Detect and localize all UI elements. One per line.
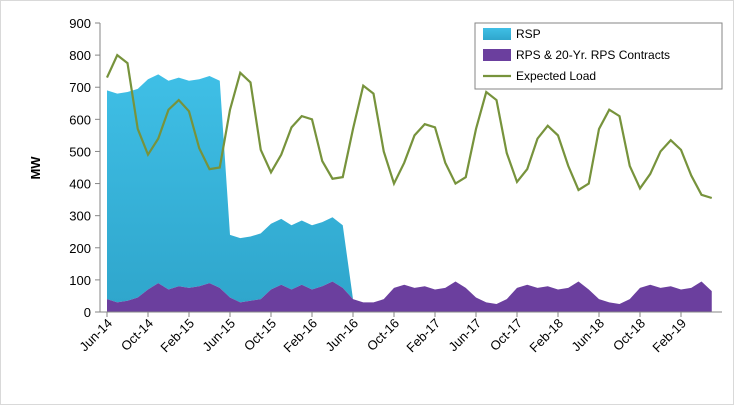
y-tick-label: 800 <box>69 48 91 63</box>
legend-swatch <box>483 49 511 61</box>
y-axis-label: MW <box>28 156 43 180</box>
y-tick-label: 200 <box>69 241 91 256</box>
legend-label: RPS & 20-Yr. RPS Contracts <box>516 48 670 62</box>
legend-swatch <box>483 28 511 40</box>
y-tick-label: 600 <box>69 112 91 127</box>
y-tick-label: 700 <box>69 80 91 95</box>
y-tick-label: 400 <box>69 177 91 192</box>
y-tick-label: 900 <box>69 16 91 31</box>
area <box>107 281 712 312</box>
y-tick-label: 0 <box>84 305 91 320</box>
y-tick-label: 300 <box>69 209 91 224</box>
y-tick-label: 100 <box>69 273 91 288</box>
legend-label: Expected Load <box>516 69 596 83</box>
legend-box <box>474 22 723 90</box>
line <box>105 53 713 200</box>
y-tick-label: 500 <box>69 144 91 159</box>
area <box>107 74 712 304</box>
legend-label: RSP <box>516 27 541 41</box>
